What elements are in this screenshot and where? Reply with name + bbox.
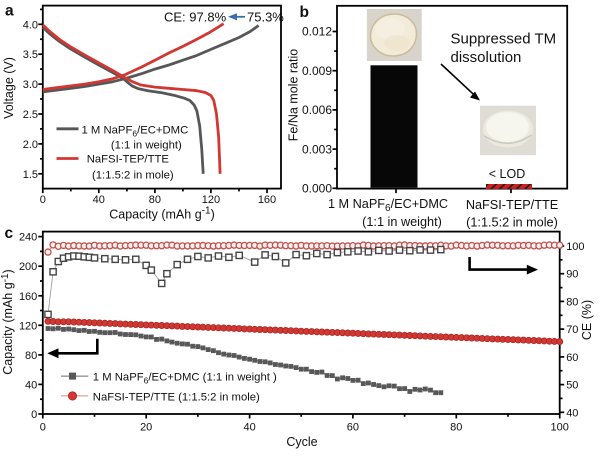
svg-text:0: 0 (40, 422, 46, 434)
svg-text:0.003: 0.003 (302, 142, 332, 156)
svg-text:240: 240 (19, 232, 37, 244)
svg-text:Fe/Na mole ratio: Fe/Na mole ratio (287, 49, 301, 141)
svg-text:40: 40 (243, 422, 255, 434)
svg-text:90: 90 (566, 269, 578, 281)
svg-text:60: 60 (566, 352, 578, 364)
svg-text:3.0: 3.0 (23, 79, 38, 91)
svg-text:20: 20 (140, 422, 152, 434)
svg-text:2.0: 2.0 (23, 139, 38, 151)
svg-text:70: 70 (566, 324, 578, 336)
svg-text:dissolution: dissolution (451, 49, 522, 66)
svg-text:Cycle: Cycle (286, 435, 317, 449)
svg-text:CE (%): CE (%) (580, 300, 594, 340)
svg-text:80: 80 (149, 194, 161, 206)
svg-text:40: 40 (566, 407, 578, 419)
svg-text:160: 160 (258, 194, 276, 206)
svg-text:NaFSI-TEP/TTE: NaFSI-TEP/TTE (466, 198, 558, 212)
svg-text:1 M NaPF6/EC+DMC: 1 M NaPF6/EC+DMC (328, 197, 448, 214)
svg-text:4.0: 4.0 (23, 19, 38, 31)
svg-text:Suppressed TM: Suppressed TM (451, 31, 557, 48)
svg-text:60: 60 (347, 422, 359, 434)
svg-text:0.000: 0.000 (302, 182, 332, 196)
svg-text:80: 80 (450, 422, 462, 434)
svg-text:1 M NaPF6/EC+DMC: 1 M NaPF6/EC+DMC (82, 124, 189, 138)
svg-text:c: c (5, 225, 14, 242)
svg-text:0.006: 0.006 (302, 103, 332, 117)
svg-text:Capacity (mAh g-1): Capacity (mAh g-1) (109, 206, 214, 222)
svg-text:80: 80 (25, 350, 37, 362)
svg-text:40: 40 (25, 379, 37, 391)
svg-text:0.012: 0.012 (302, 25, 332, 39)
svg-text:Capacity (mAh g-1): Capacity (mAh g-1) (0, 269, 15, 374)
svg-text:80: 80 (566, 296, 578, 308)
svg-text:NaFSI-TEP/TTE: NaFSI-TEP/TTE (87, 154, 170, 166)
svg-text:75.3%: 75.3% (247, 10, 284, 25)
svg-text:< LOD: < LOD (489, 167, 525, 181)
svg-text:b: b (300, 4, 309, 21)
svg-text:120: 120 (19, 320, 37, 332)
svg-text:(1:1.5:2 in mole): (1:1.5:2 in mole) (92, 170, 174, 182)
svg-text:2.5: 2.5 (23, 109, 38, 121)
svg-text:NaFSI-TEP/TTE (1:1.5:2 in mole: NaFSI-TEP/TTE (1:1.5:2 in mole) (93, 391, 260, 403)
svg-text:120: 120 (202, 194, 220, 206)
svg-text:160: 160 (19, 291, 37, 303)
svg-text:Voltage (V): Voltage (V) (2, 57, 16, 119)
svg-text:a: a (5, 3, 14, 20)
svg-text:40: 40 (93, 194, 105, 206)
svg-text:0.009: 0.009 (302, 64, 332, 78)
svg-text:3.5: 3.5 (23, 49, 38, 61)
svg-text:100: 100 (551, 422, 569, 434)
svg-text:(1:1 in weight): (1:1 in weight) (362, 215, 442, 229)
svg-text:1 M NaPF6/EC+DMC (1:1 in weigh: 1 M NaPF6/EC+DMC (1:1 in weight ) (93, 371, 277, 385)
svg-text:(1:1.5:2 in mole): (1:1.5:2 in mole) (466, 216, 558, 230)
svg-text:200: 200 (19, 261, 37, 273)
svg-text:0: 0 (31, 409, 37, 421)
svg-text:1.5: 1.5 (23, 169, 38, 181)
svg-text:CE: 97.8%: CE: 97.8% (164, 10, 227, 25)
svg-text:50: 50 (566, 380, 578, 392)
svg-text:(1:1 in weight): (1:1 in weight) (111, 140, 182, 152)
svg-text:0: 0 (40, 194, 46, 206)
svg-text:100: 100 (566, 241, 584, 253)
